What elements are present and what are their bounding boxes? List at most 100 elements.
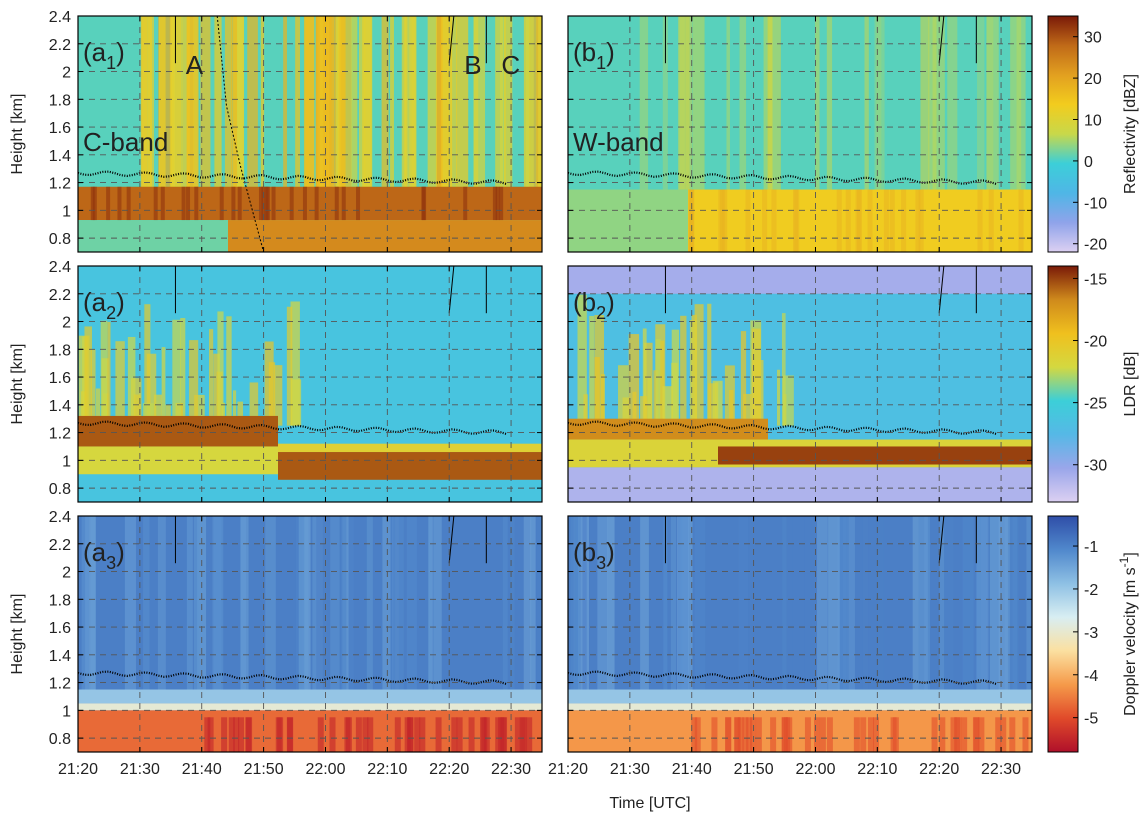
field-cell	[422, 186, 427, 221]
field-cell	[390, 516, 396, 690]
field-cell	[289, 186, 294, 221]
trajectory	[448, 266, 455, 314]
annotation: C-band	[83, 127, 168, 157]
y-tick-label: 1.2	[49, 176, 71, 193]
panel-label-sub: 3	[106, 553, 116, 573]
field-cell	[853, 717, 860, 752]
panel	[568, 266, 1032, 502]
field-cell	[133, 394, 141, 426]
panel-label-sub: 2	[596, 303, 606, 323]
trajectory	[938, 516, 945, 564]
field-cell	[126, 186, 131, 221]
field-cell	[526, 717, 533, 752]
field-cell	[401, 16, 407, 190]
field-cell	[792, 516, 805, 690]
panel-label-sub: 3	[596, 553, 606, 573]
field-cell	[419, 717, 426, 752]
field-cell	[1030, 189, 1032, 252]
colorbar-tick-label: -25	[1084, 396, 1107, 413]
field-cell	[890, 717, 897, 752]
field-cell	[219, 186, 224, 221]
panel-label: (a1)	[83, 37, 125, 73]
field-cell	[943, 516, 954, 690]
colorbar-label: Reflectivity [dBZ]	[1122, 74, 1139, 194]
field-cell	[826, 717, 833, 752]
panel-label-text: )	[116, 37, 125, 67]
field-cell	[972, 717, 979, 752]
field-cell	[463, 186, 468, 221]
field-cell	[106, 186, 111, 221]
field-cell	[707, 303, 712, 426]
y-tick-label: 2.2	[49, 537, 71, 554]
field-cell	[670, 516, 677, 690]
field-cell	[286, 306, 293, 426]
field-cell	[504, 16, 513, 190]
field-cell	[877, 516, 884, 690]
y-tick-label: 1.2	[49, 676, 71, 693]
field-cell	[813, 717, 820, 752]
annotation: W-band	[573, 127, 664, 157]
x-tick-label: 21:30	[610, 761, 650, 778]
field-cell	[197, 516, 207, 690]
field-cell	[950, 717, 957, 752]
field-cell	[918, 189, 924, 252]
annotation: B	[464, 50, 481, 80]
field-cell	[221, 717, 228, 752]
field-cell	[883, 189, 889, 252]
field-cell	[867, 717, 874, 752]
panel-label-text: (b	[573, 537, 596, 567]
colorbar-label: Doppler velocity [m s-1]	[1117, 552, 1139, 716]
field-cell	[978, 717, 985, 752]
field-cell	[428, 516, 434, 690]
field-cell	[771, 189, 777, 252]
field-cell	[436, 16, 443, 190]
colorbar-label-text: Reflectivity [dBZ]	[1122, 74, 1139, 194]
x-tick-label: 22:00	[305, 761, 345, 778]
y-tick-label: 1.6	[49, 120, 71, 137]
field-cell	[860, 717, 867, 752]
colorbar-tick-label: -30	[1084, 458, 1107, 475]
field-cell	[640, 516, 649, 690]
colorbar	[1047, 515, 1079, 753]
field-cell	[583, 394, 588, 426]
field-cell	[153, 186, 158, 221]
panel-label-text: )	[116, 287, 125, 317]
field-cell	[568, 189, 688, 252]
field-cell	[78, 703, 542, 711]
field-cell	[742, 717, 749, 752]
field-cell	[519, 717, 526, 752]
field-cell	[100, 320, 108, 426]
field-cell	[828, 516, 840, 690]
field-cell	[694, 304, 704, 426]
field-cell	[763, 16, 773, 190]
field-cell	[692, 16, 705, 190]
field-cell	[81, 516, 89, 690]
field-cell	[939, 717, 946, 752]
field-cell	[718, 446, 1032, 465]
field-cell	[737, 717, 744, 752]
colorbar-tick-label: 0	[1084, 154, 1093, 171]
field-cell	[468, 717, 475, 752]
field-cell	[536, 516, 542, 690]
field-cell	[290, 379, 302, 426]
field-cell	[366, 516, 373, 690]
field-cell	[718, 189, 724, 252]
y-tick-label: 1.8	[49, 92, 71, 109]
colorbar-tick-label: -5	[1084, 711, 1098, 728]
field-cell	[510, 516, 515, 690]
field-cell	[161, 347, 166, 426]
field-cell	[213, 353, 220, 426]
field-cell	[689, 320, 698, 426]
colorbar-tick-label: -15	[1084, 271, 1107, 288]
field-cell	[78, 710, 542, 752]
panel-label-text: )	[606, 287, 615, 317]
field-cell	[394, 717, 401, 752]
field-cell	[568, 467, 1032, 502]
y-tick-label: 1.6	[49, 370, 71, 387]
field-cell	[344, 717, 351, 752]
field-cell	[568, 689, 1032, 704]
field-cell	[278, 452, 542, 480]
x-tick-label: 22:10	[367, 761, 407, 778]
field-cell	[977, 189, 983, 252]
